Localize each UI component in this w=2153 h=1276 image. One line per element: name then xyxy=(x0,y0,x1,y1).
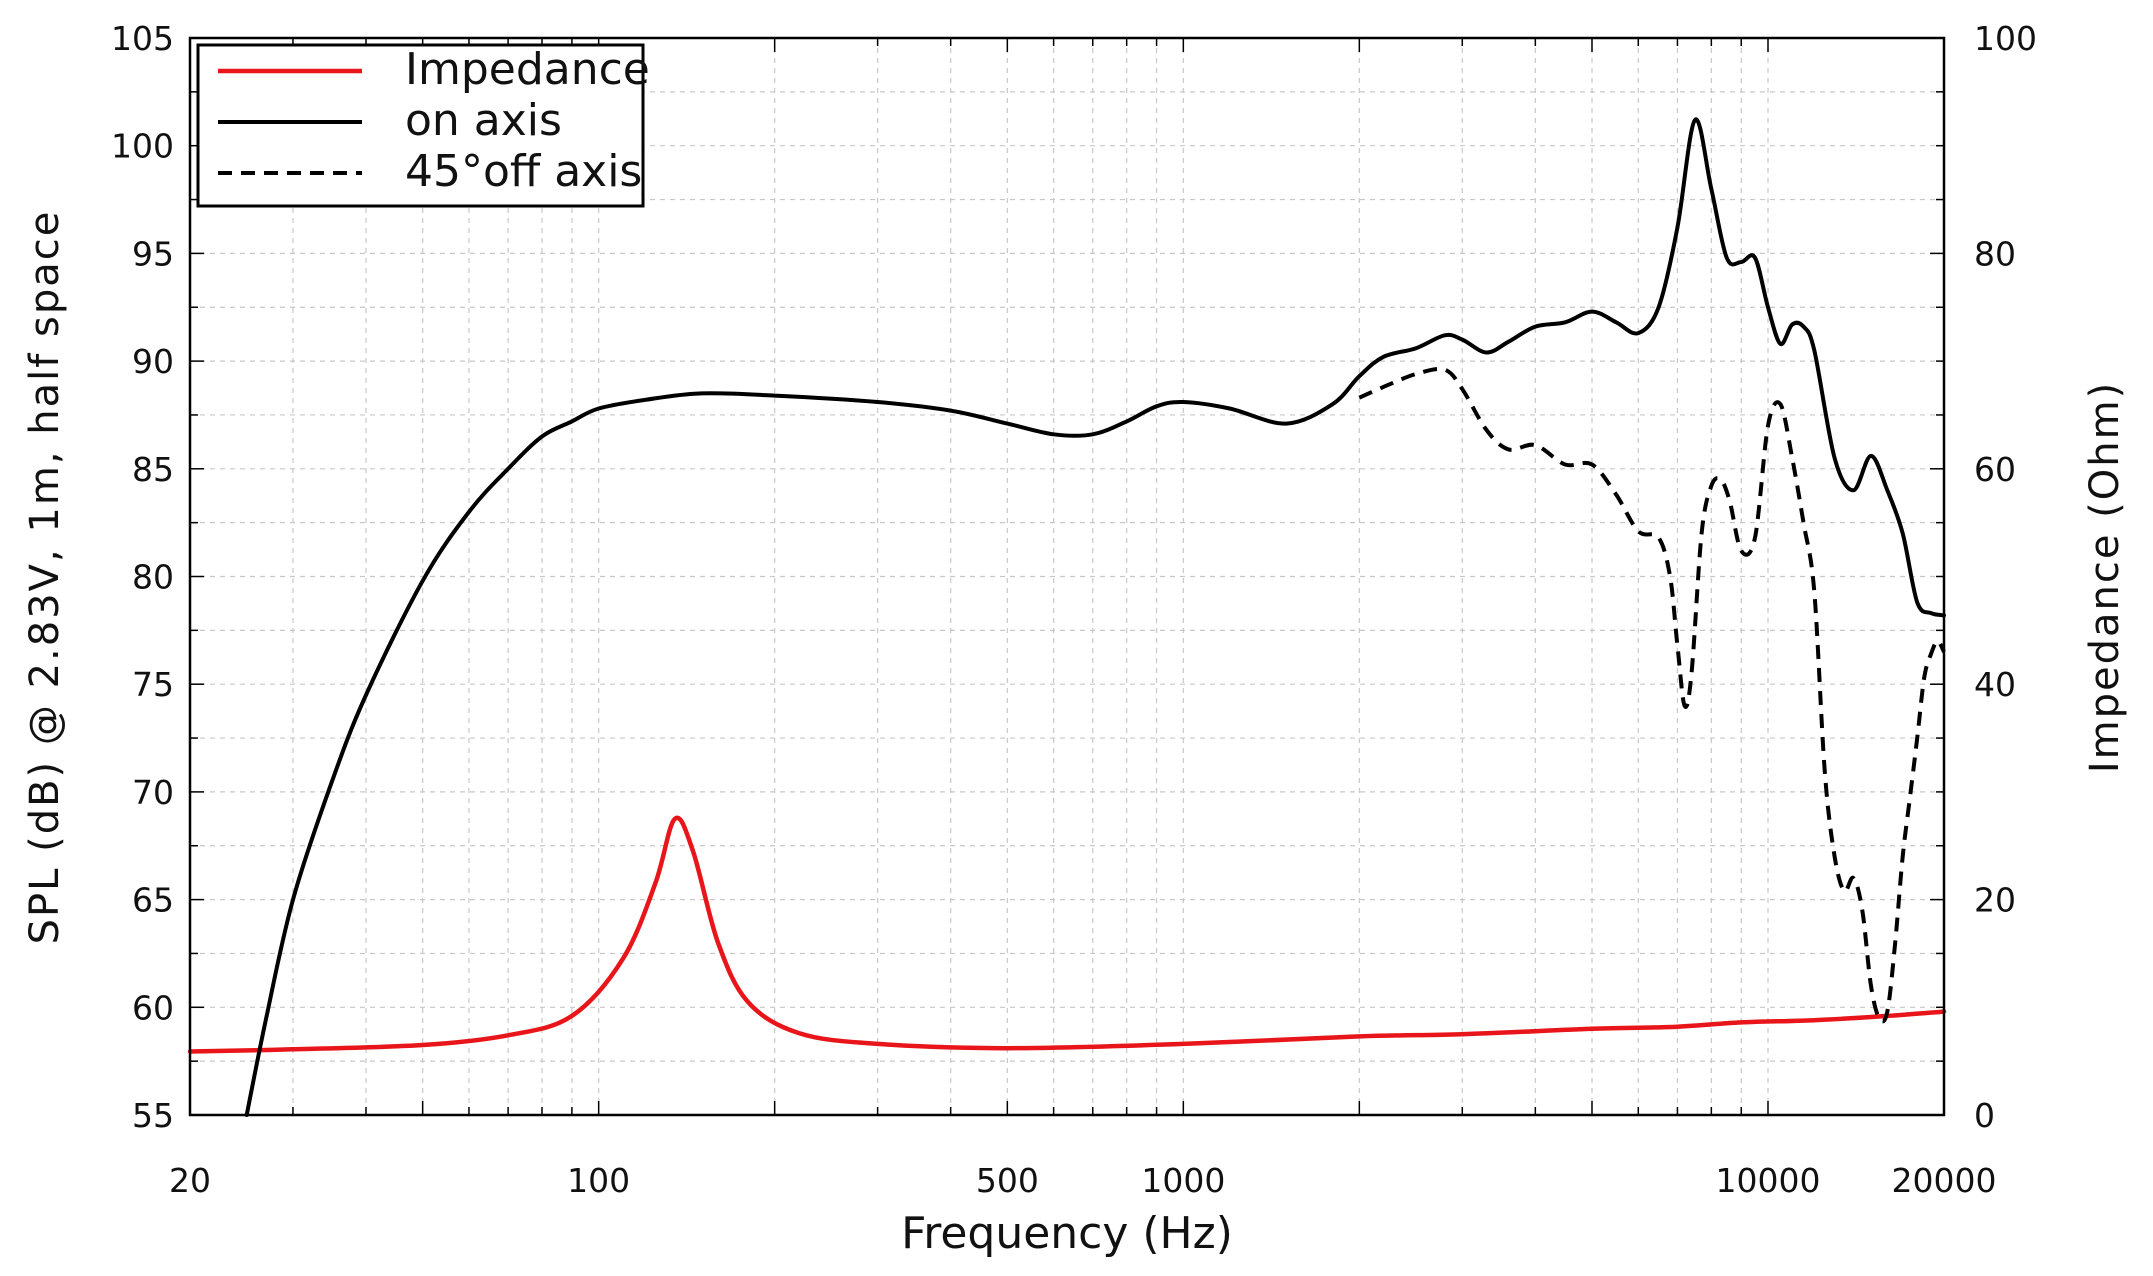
legend-label-impedance: Impedance xyxy=(405,44,650,95)
y2-tick-label: 20 xyxy=(1974,881,2016,920)
series-line-on-axis xyxy=(244,117,1946,1117)
x-tick-label: 500 xyxy=(976,1161,1039,1200)
y-axis-title: SPL (dB) @ 2.83V, 1m, half space xyxy=(22,210,68,945)
y2-tick-label: 80 xyxy=(1974,234,2016,273)
y2-tick-label: 0 xyxy=(1974,1096,1995,1135)
x-tick-label: 1000 xyxy=(1141,1161,1225,1200)
x-tick-label: 10000 xyxy=(1716,1161,1821,1200)
y-tick-label: 65 xyxy=(132,881,174,920)
legend-label-off-axis: 45°off axis xyxy=(405,146,642,197)
y-tick-label: 90 xyxy=(132,342,174,381)
y2-axis-title: Impedance (Ohm) xyxy=(2082,381,2128,773)
plot-frame xyxy=(188,36,1946,1117)
y-tick-label: 80 xyxy=(132,558,174,597)
series-line-impedance xyxy=(187,815,1947,1054)
y2-tick-label: 100 xyxy=(1974,19,2037,58)
y-tick-label: 60 xyxy=(132,988,174,1027)
y2-tick-label: 40 xyxy=(1974,665,2016,704)
y-tick-label: 75 xyxy=(132,665,174,704)
x-tick-label: 100 xyxy=(567,1161,630,1200)
legend-label-on-axis: on axis xyxy=(405,95,562,146)
legend: Impedance on axis 45°off axis xyxy=(196,43,650,208)
y-tick-label: 70 xyxy=(132,773,174,812)
series-line-45-off-axis xyxy=(1358,366,1946,1024)
y2-tick-label: 60 xyxy=(1974,450,2016,489)
x-axis-title: Frequency (Hz) xyxy=(901,1208,1233,1259)
y-tick-label: 85 xyxy=(132,450,174,489)
x-tick-label: 20000 xyxy=(1892,1161,1997,1200)
y-tick-label: 55 xyxy=(132,1096,174,1135)
y-tick-label: 105 xyxy=(111,19,174,58)
y-tick-label: 100 xyxy=(111,127,174,166)
tick-labels: 20 100 500 1000 10000 20000556065707580859095… xyxy=(111,19,2037,1200)
y-tick-label: 95 xyxy=(132,234,174,273)
series-layer xyxy=(187,117,1947,1117)
axis-ticks xyxy=(189,37,1945,1116)
x-tick-label: 20 xyxy=(169,1161,211,1200)
